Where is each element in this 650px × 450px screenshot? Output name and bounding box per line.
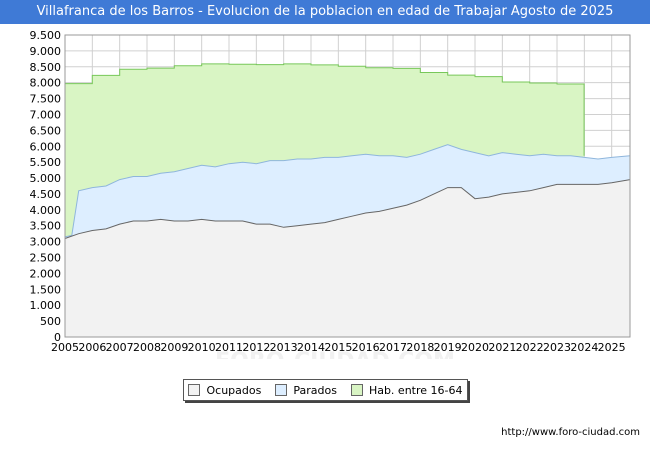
source-link[interactable]: http://www.foro-ciudad.com xyxy=(501,427,640,438)
y-tick-label: 2.500 xyxy=(30,252,62,265)
series-areas xyxy=(65,63,630,338)
y-tick-label: 3.500 xyxy=(30,220,62,233)
x-tick-label: 2021 xyxy=(488,341,516,354)
y-tick-label: 8.500 xyxy=(30,61,62,74)
area-ocupados xyxy=(65,179,630,337)
x-tick-label: 2023 xyxy=(543,341,571,354)
legend-item-ocupados: Ocupados xyxy=(188,384,261,397)
series-lines xyxy=(64,63,631,239)
x-tick-label: 2010 xyxy=(188,341,216,354)
legend-label-hab: Hab. entre 16-64 xyxy=(368,383,463,397)
x-tick-label: 2022 xyxy=(516,341,544,354)
y-tick-label: 0 xyxy=(54,331,61,344)
x-tick-label: 2013 xyxy=(270,341,298,354)
legend: Ocupados Parados Hab. entre 16-64 xyxy=(183,379,468,401)
y-tick-label: 2.000 xyxy=(30,267,62,280)
line-hab xyxy=(65,63,585,156)
x-tick-label: 2020 xyxy=(461,341,489,354)
y-tick-label: 1.500 xyxy=(30,283,62,296)
x-tick-label: 2018 xyxy=(406,341,434,354)
x-tick-label: 2025 xyxy=(598,341,626,354)
x-tick-label: 2024 xyxy=(570,341,598,354)
x-tick-label: 2015 xyxy=(324,341,352,354)
y-tick-label: 7.500 xyxy=(30,93,62,106)
y-tick-label: 5.500 xyxy=(30,156,62,169)
x-tick-label: 2014 xyxy=(297,341,325,354)
legend-item-parados: Parados xyxy=(275,384,337,397)
y-tick-label: 5.000 xyxy=(30,172,62,185)
y-tick-label: 3.000 xyxy=(30,236,62,249)
legend-swatch-parados xyxy=(275,384,288,396)
chart-title: Villafranca de los Barros - Evolucion de… xyxy=(0,0,650,24)
x-tick-label: 2008 xyxy=(133,341,161,354)
y-tick-label: 4.500 xyxy=(30,188,62,201)
x-tick-label: 2016 xyxy=(352,341,380,354)
y-tick-label: 7.000 xyxy=(30,108,62,121)
x-tick-label: 2006 xyxy=(78,341,106,354)
x-tick-label: 2011 xyxy=(215,341,243,354)
y-tick-label: 500 xyxy=(40,315,61,328)
legend-label-ocupados: Ocupados xyxy=(206,383,262,397)
y-tick-label: 4.000 xyxy=(30,204,62,217)
y-tick-label: 6.000 xyxy=(30,140,62,153)
y-axis-ticks: 0 500 1.000 1.500 2.000 2.500 3.000 3.500 4.000 4… xyxy=(30,29,62,344)
legend-label-parados: Parados xyxy=(293,383,337,397)
plot-frame xyxy=(64,34,631,338)
x-tick-label: 2012 xyxy=(242,341,270,354)
x-axis-ticks: 2005 2006 2007 2008 2009 2010 2011 2012 2013 2014… xyxy=(51,341,626,354)
x-tick-label: 2017 xyxy=(379,341,407,354)
x-tick-label: 2005 xyxy=(51,341,79,354)
y-tick-label: 6.500 xyxy=(30,124,62,137)
legend-swatch-ocupados xyxy=(188,384,201,396)
line-parados xyxy=(64,144,631,238)
x-tick-label: 2007 xyxy=(106,341,134,354)
watermark: FORO-CIUDAD.COM xyxy=(215,349,455,359)
x-tick-label: 2009 xyxy=(160,341,188,354)
y-tick-label: 9.500 xyxy=(30,29,62,42)
x-tick-label: 2019 xyxy=(434,341,462,354)
population-chart: 0 500 1.000 1.500 2.000 2.500 3.000 3.500 4.000 4… xyxy=(30,29,631,359)
legend-swatch-hab xyxy=(350,384,363,396)
legend-item-hab: Hab. entre 16-64 xyxy=(350,383,463,397)
line-ocupados xyxy=(64,179,631,239)
y-tick-label: 8.000 xyxy=(30,77,62,90)
y-tick-label: 1.000 xyxy=(30,299,62,312)
y-tick-label: 9.000 xyxy=(30,45,62,58)
